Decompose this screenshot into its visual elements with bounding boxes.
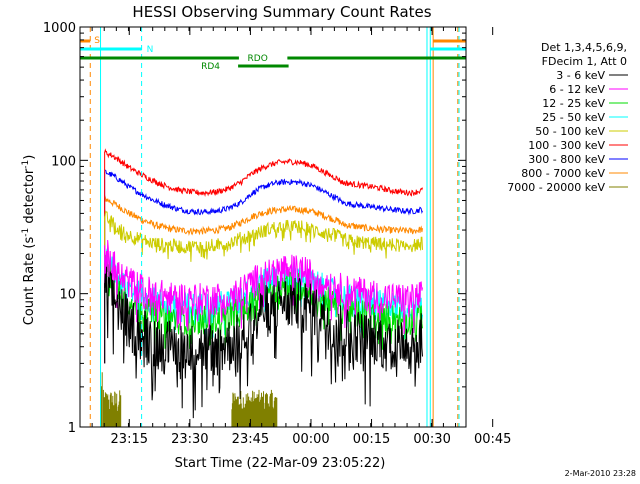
legend: Det 1,3,4,5,6,9,FDecim 1, Att 03 - 6 keV… (507, 41, 628, 194)
legend-header-1: FDecim 1, Att 0 (542, 55, 627, 68)
flag-label-rdo: RDO (248, 54, 268, 64)
y-tick-label: 100 (51, 154, 76, 169)
series-group (104, 148, 423, 419)
background-bars (100, 371, 278, 427)
chart-title: HESSI Observing Summary Count Rates (132, 3, 431, 21)
y-axis-label: Count Rate (s-1 detector-1) (21, 155, 37, 326)
series-line-100300kev (104, 148, 423, 197)
series-line-36kev (104, 266, 423, 419)
flag-label-rd4: RD4 (201, 62, 220, 72)
series-line-8007000kev (104, 195, 423, 236)
legend-entry-label: 100 - 300 keV (528, 139, 605, 152)
x-tick-label: 00:30 (413, 432, 450, 447)
x-axis-label: Start Time (22-Mar-09 23:05:22) (175, 456, 386, 471)
legend-entry-label: 800 - 7000 keV (521, 167, 605, 180)
legend-entry-label: 12 - 25 keV (542, 97, 605, 110)
y-tick-label: 10 (59, 288, 76, 303)
series-line-7000-20000kev (100, 371, 278, 427)
legend-entry-label: 50 - 100 keV (535, 125, 605, 138)
flag-annotations: S N RDO RD4 (80, 27, 466, 427)
legend-entry-label: 6 - 12 keV (549, 83, 605, 96)
x-tick-label: 23:45 (232, 432, 269, 447)
flag-label-s: S (94, 36, 100, 46)
plot-frame (79, 26, 467, 428)
footer-date: 2-Mar-2010 23:28 (565, 469, 636, 478)
legend-entry-label: 300 - 800 keV (528, 153, 605, 166)
x-tick-label: 00:15 (353, 432, 390, 447)
legend-header-0: Det 1,3,4,5,6,9, (541, 41, 627, 54)
y-tick-label: 1000 (43, 21, 76, 36)
x-tick-label: 00:45 (474, 432, 511, 447)
legend-entry-label: 25 - 50 keV (542, 111, 605, 124)
x-tick-label: 23:30 (171, 432, 208, 447)
x-tick-label: 00:00 (292, 432, 329, 447)
y-tick-label: 1 (68, 421, 76, 436)
series-line-300800kev (104, 169, 423, 216)
flag-label-n: N (147, 45, 154, 55)
axes-group: 1 10 100 1000 23:15 23:30 23:45 00:00 00:15 00:30… (43, 21, 512, 447)
series-line-50100kev (104, 210, 423, 262)
legend-entry-label: 7000 - 20000 keV (507, 181, 605, 194)
legend-entry-label: 3 - 6 keV (556, 69, 605, 82)
x-tick-label: 23:15 (111, 432, 148, 447)
